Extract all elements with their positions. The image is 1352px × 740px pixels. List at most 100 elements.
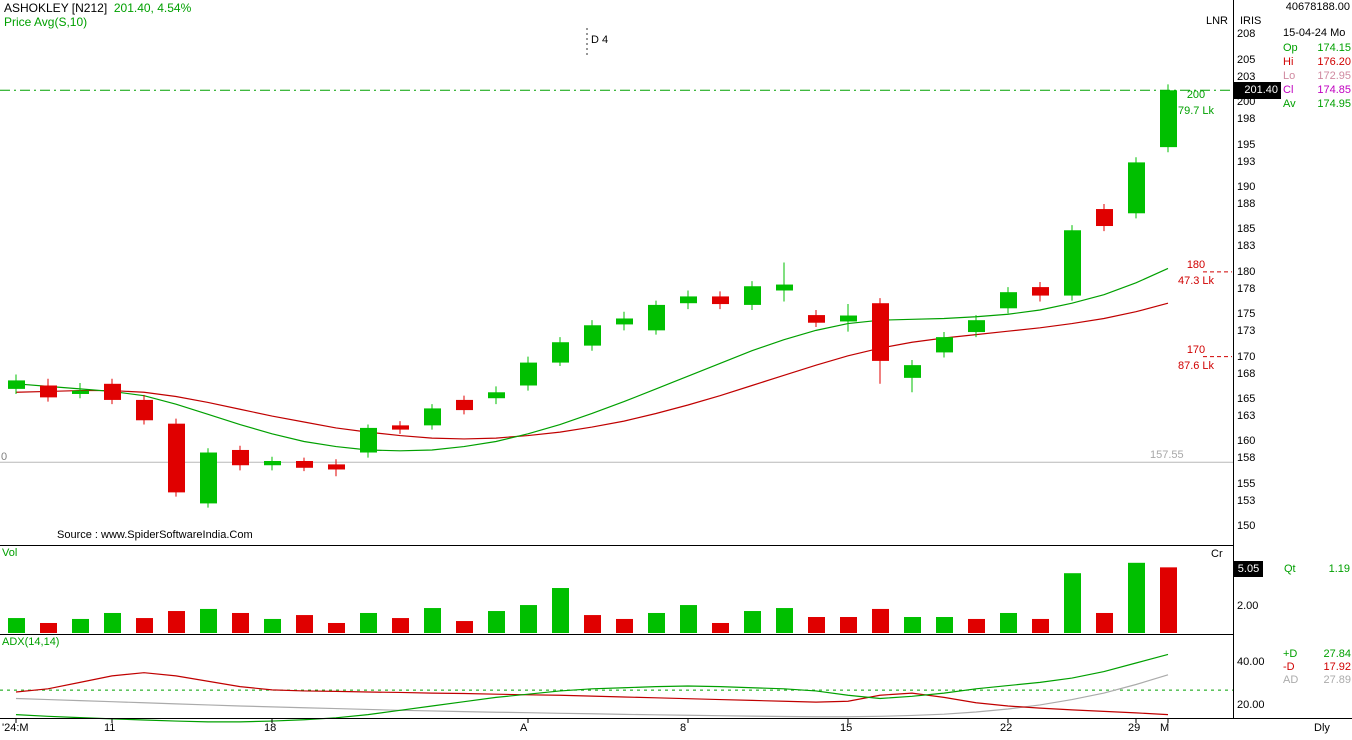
reference-lines-layer — [0, 28, 1233, 463]
volume-bar — [392, 618, 409, 633]
source-attribution: Source : www.SpiderSoftwareIndia.Com — [57, 529, 253, 541]
ohlc-label: Av — [1283, 98, 1296, 110]
candle-body — [744, 286, 761, 305]
candle-body — [8, 380, 25, 389]
candle-body — [40, 385, 57, 398]
ohlc-label: Cl — [1283, 84, 1294, 96]
x-axis-label: '24:M — [2, 722, 29, 734]
candle-body — [872, 303, 889, 361]
level-price-label: 170 — [1186, 343, 1206, 356]
price-axis-tick: 190 — [1237, 180, 1256, 193]
ohlc-row: Op 174.15 — [1283, 41, 1351, 55]
volume-bar — [488, 611, 505, 633]
moving-averages-layer — [15, 267, 1169, 452]
ohlc-panel: Op 174.15 Hi 176.20 Lo 172.95 Cl 174.85 Av 174.95 — [1283, 41, 1351, 111]
candle-body — [424, 408, 441, 426]
candle-body — [552, 342, 569, 363]
volume-bar — [168, 611, 185, 633]
candles-layer — [8, 84, 1177, 508]
price-axis-tick: 175 — [1237, 308, 1256, 321]
candle-body — [200, 452, 217, 504]
volume-bar — [328, 622, 345, 633]
ohlc-value: 174.85 — [1317, 84, 1351, 96]
price-axis-tick: 173 — [1237, 325, 1256, 338]
price-axis-tick: 200 — [1237, 96, 1256, 109]
adx-pane-label: ADX(14,14) — [2, 636, 60, 648]
ohlc-value: 172.95 — [1317, 70, 1351, 82]
volume-bar — [456, 621, 473, 633]
adx-reading-label: +D — [1283, 648, 1298, 660]
ohlc-row: Hi 176.20 — [1283, 55, 1351, 69]
price-axis-tick: 205 — [1237, 53, 1256, 66]
price-axis-tick: 178 — [1237, 282, 1256, 295]
candle-body — [712, 296, 729, 305]
last-price-change: 201.40, 4.54% — [113, 1, 192, 15]
adx-reading-row: -D 17.92 — [1283, 661, 1351, 674]
adx-scale-label: 40.00 — [1237, 656, 1265, 668]
current-volume-tag: 5.05 — [1234, 561, 1263, 577]
candle-body — [104, 383, 121, 400]
volume-bar — [8, 618, 25, 633]
candle-body — [392, 425, 409, 430]
candle-body — [840, 315, 857, 322]
adx-readings-panel: +D 27.84 -D 17.92 AD 27.89 — [1283, 648, 1351, 687]
price-axis-tick: 195 — [1237, 138, 1256, 151]
candle-body — [936, 337, 953, 353]
volume-bar — [200, 608, 217, 633]
candle-body — [1032, 287, 1049, 296]
adx-scale-label: 20.00 — [1237, 699, 1265, 711]
level-price-label: 180 — [1186, 258, 1206, 271]
x-axis-label: 29 — [1128, 722, 1141, 734]
volume-bar — [616, 618, 633, 633]
price-axis-tick: 150 — [1237, 520, 1256, 533]
candle-body — [488, 392, 505, 399]
x-axis-label: M — [1160, 722, 1170, 734]
price-axis-tick: 185 — [1237, 223, 1256, 236]
volume-bar — [1064, 573, 1081, 633]
candle-body — [776, 284, 793, 291]
qt-value: 1.19 — [1328, 563, 1350, 575]
adx-reading-label: AD — [1283, 674, 1299, 686]
volume-bar — [136, 618, 153, 633]
ohlc-value: 174.95 — [1317, 98, 1351, 110]
volume-bar — [1160, 567, 1177, 633]
candle-body — [520, 362, 537, 386]
symbol-header: ASHOKLEY [N212] 201.40, 4.54% — [4, 2, 191, 15]
adx-reading-row: +D 27.84 — [1283, 648, 1351, 661]
price-axis-tick: 153 — [1237, 494, 1256, 507]
candle-body — [616, 318, 633, 325]
price-axis-tick: 193 — [1237, 155, 1256, 168]
volume-bar — [232, 612, 249, 633]
candle-body — [168, 423, 185, 493]
ohlc-value: 174.15 — [1317, 42, 1351, 54]
price-axis-tick: 170 — [1237, 350, 1256, 363]
ohlc-label: Op — [1283, 42, 1298, 54]
volume-bar — [104, 612, 121, 633]
candle-body — [72, 390, 89, 394]
volume-bar — [840, 617, 857, 633]
candle-body — [1064, 230, 1081, 296]
volume-bar — [904, 617, 921, 633]
x-axis-label: 22 — [1000, 722, 1013, 734]
volume-bar — [552, 588, 569, 633]
volume-pane-label: Vol — [2, 547, 18, 559]
volume-bar — [648, 612, 665, 633]
pane-borders-layer — [0, 0, 1352, 723]
volume-scale-label: 2.00 — [1237, 600, 1259, 612]
volume-bar — [936, 617, 953, 633]
candle-body — [264, 460, 281, 466]
price-axis-tick: 168 — [1237, 367, 1256, 380]
periodicity-label: Dly — [1314, 722, 1330, 734]
x-axis-label: 11 — [104, 722, 116, 734]
volume-bar — [264, 618, 281, 633]
price-axis-tick: 203 — [1237, 70, 1256, 83]
adx-layer — [0, 653, 1233, 723]
volume-bar — [712, 622, 729, 633]
adx-reading-value: 27.84 — [1323, 648, 1351, 660]
volume-bar — [1032, 618, 1049, 633]
candle-body — [296, 460, 313, 468]
crosshair-label: D 4 — [591, 34, 609, 46]
candle-body — [232, 449, 249, 466]
volume-bar — [1096, 612, 1113, 633]
